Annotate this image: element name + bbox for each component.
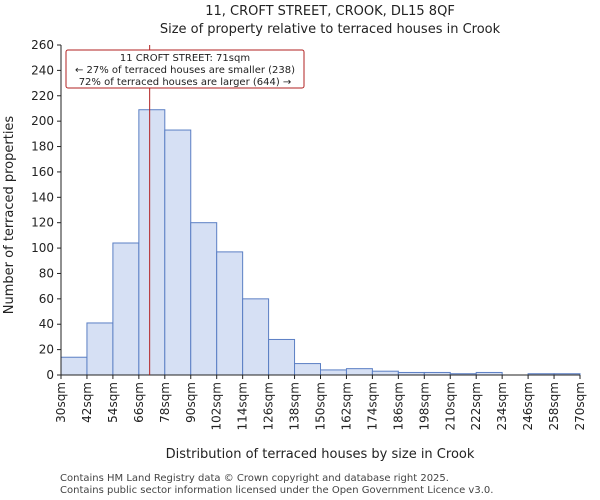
footer-licence: Contains public sector information licen…	[60, 485, 494, 496]
x-tick-label: 78sqm	[158, 382, 172, 423]
histogram-bar	[138, 109, 166, 376]
x-tick-label: 222sqm	[469, 382, 483, 430]
y-tick-label: 240	[31, 63, 54, 77]
annotation-line-3: 72% of terraced houses are larger (644) …	[79, 77, 292, 88]
x-tick-label: 258sqm	[547, 382, 561, 430]
x-tick-label: 126sqm	[262, 382, 276, 430]
histogram-bar	[60, 356, 88, 376]
x-tick-label: 270sqm	[573, 382, 587, 430]
histogram-bar	[242, 298, 270, 376]
annotation-line-1: 11 CROFT STREET: 71sqm	[120, 53, 250, 64]
chart-title: 11, CROFT STREET, CROOK, DL15 8QF	[205, 4, 455, 19]
y-tick-label: 40	[39, 317, 54, 331]
x-axis-label: Distribution of terraced houses by size …	[166, 447, 475, 462]
histogram-bar	[112, 242, 140, 376]
x-tick-label: 174sqm	[365, 382, 379, 430]
histogram-bar	[86, 322, 114, 376]
x-tick-label: 210sqm	[443, 382, 457, 430]
x-tick-label: 42sqm	[80, 382, 94, 423]
x-tick-label: 246sqm	[521, 382, 535, 430]
y-tick-label: 0	[46, 368, 54, 382]
histogram-bar	[345, 368, 373, 376]
x-tick-label: 198sqm	[417, 382, 431, 430]
y-tick-label: 180	[31, 140, 54, 154]
x-tick-label: 186sqm	[391, 382, 405, 430]
x-tick-label: 54sqm	[106, 382, 120, 423]
histogram-bar	[164, 129, 192, 376]
x-tick-label: 102sqm	[210, 382, 224, 430]
x-tick-label: 66sqm	[132, 382, 146, 423]
y-tick-label: 160	[31, 165, 54, 179]
histogram-bar	[268, 338, 296, 376]
x-tick-label: 90sqm	[184, 382, 198, 423]
y-tick-label: 260	[31, 38, 54, 52]
x-tick-label: 162sqm	[339, 382, 353, 430]
y-tick-label: 80	[39, 266, 54, 280]
histogram-bar	[294, 363, 321, 376]
histogram-bar	[216, 251, 244, 376]
x-tick-label: 150sqm	[314, 382, 328, 430]
y-tick-label: 20	[39, 343, 54, 357]
y-tick-label: 60	[39, 292, 54, 306]
histogram-bar	[190, 222, 218, 376]
y-tick-label: 120	[31, 216, 54, 230]
bars-group	[60, 109, 581, 376]
chart-subtitle: Size of property relative to terraced ho…	[160, 22, 501, 37]
x-tick-label: 30sqm	[54, 382, 68, 423]
histogram-bar	[371, 370, 399, 376]
x-tick-label: 114sqm	[236, 382, 250, 430]
x-axis: 30sqm 42sqm 54sqm 66sqm 78sqm 90sqm 102sqm 114s…	[54, 374, 587, 430]
y-axis-label: Number of terraced properties	[2, 116, 17, 315]
histogram-bar	[320, 369, 347, 376]
y-tick-label: 220	[31, 89, 54, 103]
x-tick-label: 234sqm	[495, 382, 509, 430]
y-tick-label: 140	[31, 190, 54, 204]
footer-copyright: Contains HM Land Registry data © Crown c…	[60, 473, 449, 484]
annotation-line-2: ← 27% of terraced houses are smaller (23…	[75, 65, 295, 76]
annotation-box	[65, 49, 305, 89]
y-axis: 0 20 40 60 80 100 120 140 160 180 200 220 240 260	[31, 38, 62, 382]
y-tick-label: 200	[31, 114, 54, 128]
y-tick-label: 100	[31, 241, 54, 255]
x-tick-label: 138sqm	[288, 382, 302, 430]
